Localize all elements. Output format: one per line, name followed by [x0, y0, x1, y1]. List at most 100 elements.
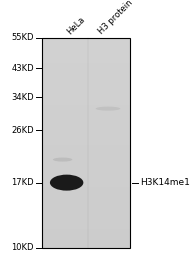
Bar [42, 74, 130, 76]
Bar [42, 177, 130, 179]
Bar [42, 111, 130, 114]
Bar [42, 61, 130, 64]
Bar [42, 168, 130, 171]
Bar [42, 118, 130, 120]
Bar [42, 57, 130, 60]
Text: 26KD: 26KD [11, 126, 34, 135]
Bar [42, 179, 130, 181]
Bar [42, 40, 130, 43]
Bar [42, 63, 130, 66]
Bar [42, 152, 130, 154]
Bar [42, 126, 130, 129]
Text: 17KD: 17KD [11, 178, 34, 187]
Bar [42, 80, 130, 83]
Bar [42, 193, 130, 196]
Bar [42, 204, 130, 206]
Bar [42, 240, 130, 242]
Text: H3K14me1: H3K14me1 [140, 178, 190, 187]
Ellipse shape [50, 175, 83, 191]
Bar [42, 206, 130, 209]
Bar [42, 149, 130, 152]
Bar [42, 231, 130, 234]
Ellipse shape [96, 107, 120, 111]
Bar [42, 170, 130, 173]
Bar [42, 212, 130, 215]
Bar [42, 95, 130, 97]
Bar [42, 160, 130, 162]
Text: 43KD: 43KD [11, 64, 34, 73]
Bar [42, 210, 130, 213]
Bar [42, 200, 130, 202]
Bar [42, 214, 130, 217]
Bar [42, 189, 130, 192]
Bar [42, 246, 130, 248]
Bar [42, 116, 130, 118]
Bar [42, 158, 130, 160]
Bar [42, 164, 130, 167]
Bar [42, 153, 130, 156]
Bar [42, 91, 130, 93]
Bar [42, 59, 130, 62]
Bar [42, 208, 130, 211]
Bar [42, 44, 130, 47]
Bar [42, 238, 130, 240]
Bar [42, 109, 130, 112]
Bar [42, 88, 130, 91]
Bar [42, 181, 130, 183]
Bar [42, 120, 130, 123]
Bar [42, 122, 130, 124]
Bar [42, 227, 130, 230]
Text: HeLa: HeLa [65, 14, 86, 36]
Bar [42, 103, 130, 106]
Bar [42, 82, 130, 85]
Bar [42, 139, 130, 141]
Bar [42, 185, 130, 188]
Bar [42, 244, 130, 247]
Ellipse shape [53, 158, 72, 162]
Bar [42, 38, 130, 248]
Bar [42, 223, 130, 225]
Bar [42, 51, 130, 53]
Bar [42, 38, 130, 41]
Bar [42, 233, 130, 236]
Bar [42, 166, 130, 169]
Bar [42, 202, 130, 204]
Bar [42, 55, 130, 57]
Bar [42, 84, 130, 87]
Bar [42, 225, 130, 227]
Bar [42, 174, 130, 177]
Bar [42, 107, 130, 110]
Bar [42, 65, 130, 68]
Bar [42, 70, 130, 72]
Bar [42, 72, 130, 74]
Bar [42, 114, 130, 116]
Bar [42, 124, 130, 127]
Bar [42, 173, 130, 175]
Bar [42, 143, 130, 146]
Bar [42, 162, 130, 165]
Bar [42, 46, 130, 49]
Bar [42, 128, 130, 131]
Bar [42, 53, 130, 55]
Bar [42, 137, 130, 139]
Bar [42, 242, 130, 244]
Bar [42, 93, 130, 95]
Bar [42, 42, 130, 45]
Bar [42, 221, 130, 223]
Bar [42, 191, 130, 194]
Bar [42, 219, 130, 221]
Text: 10KD: 10KD [12, 244, 34, 253]
Bar [42, 147, 130, 150]
Text: 34KD: 34KD [11, 93, 34, 102]
Bar [42, 187, 130, 190]
Bar [42, 86, 130, 89]
Bar [42, 99, 130, 102]
Bar [42, 183, 130, 185]
Bar [42, 145, 130, 148]
Text: H3 protein: H3 protein [97, 0, 134, 36]
Bar [42, 78, 130, 81]
Bar [42, 130, 130, 133]
Bar [42, 229, 130, 232]
Bar [42, 105, 130, 108]
Bar [42, 198, 130, 200]
